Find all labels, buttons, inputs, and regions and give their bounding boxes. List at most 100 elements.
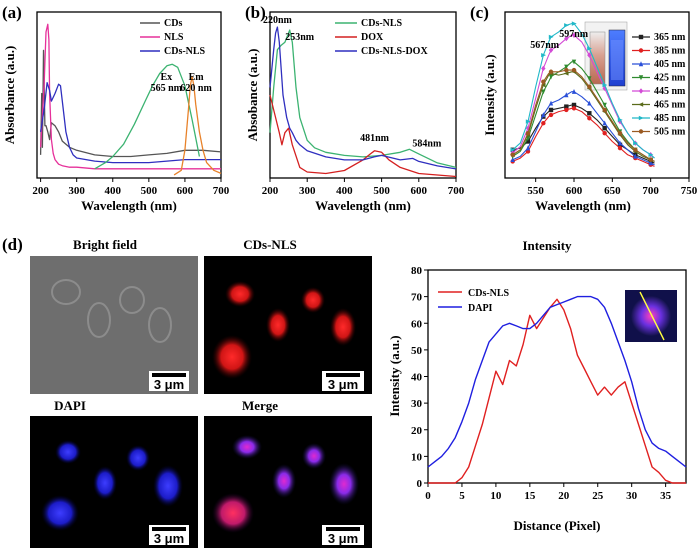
legend-label-dapi: DAPI (468, 303, 493, 314)
data-point-425-nm (548, 74, 554, 80)
data-point-485-nm (633, 140, 639, 146)
data-point-425-nm (587, 76, 592, 82)
x-tick-label-d: 5 (459, 490, 465, 502)
y-axis-label-d: Intensity (a.u.) (387, 335, 402, 416)
scale-bar-label: 3 μm (154, 531, 184, 546)
micrograph-cds-nls: CDs-NLS 3 μm (204, 237, 372, 394)
annotation-em-wavelength: 620 nm (180, 83, 212, 94)
peak-annotation-481: 481nm (360, 133, 390, 144)
legend-label-nls: NLS (164, 32, 184, 43)
data-point-365-nm (571, 102, 577, 108)
data-point-505-nm (571, 67, 577, 73)
data-point-365-nm (564, 104, 569, 109)
scale-bar-label: 3 μm (328, 531, 358, 546)
x-tick-label-b: 200 (262, 185, 279, 197)
micrograph-merge: Merge 3 μm (204, 398, 372, 548)
chart-absorbance-b: Wavelength (nm) Absobance (a.u.) 200 300 4… (245, 11, 465, 213)
data-point-445-nm (587, 52, 592, 58)
data-point-365-nm (587, 111, 592, 116)
data-point-385-nm (548, 112, 554, 118)
x-tick-label-b: 700 (448, 185, 465, 197)
data-point-505-nm (617, 130, 623, 136)
data-point-405-nm (617, 140, 623, 146)
y-tick-label-d: 70 (411, 292, 423, 304)
data-point-445-nm (548, 47, 554, 53)
x-tick-label-c: 550 (527, 185, 544, 197)
data-point-505-nm (587, 84, 592, 89)
data-point-385-nm (525, 149, 531, 154)
data-point-505-nm (602, 107, 607, 113)
data-point-505-nm (633, 147, 638, 152)
chart-emission-c: Wavelength (nm) Intensity (a.u.) 550 600 6… (482, 11, 698, 213)
annotation-em-label: Em (189, 72, 205, 83)
data-point-485-nm (617, 117, 623, 123)
peak-annotation-220: 220nm (263, 15, 293, 26)
x-tick-label-c: 650 (604, 185, 621, 197)
cuvette-photo-inset (584, 21, 628, 91)
data-point-465-nm (563, 71, 569, 76)
y-tick-label-d: 60 (411, 318, 423, 330)
chart-title-d: Intensity (522, 238, 572, 253)
legend-label-cds-nls: CDs-NLS (164, 46, 206, 57)
x-axis-label-d: Distance (Pixel) (513, 518, 600, 533)
annotation-ex-wavelength: 565 nm (151, 83, 183, 94)
data-point-405-nm (510, 157, 515, 162)
peak-annotation-253: 253nm (285, 32, 315, 43)
series-line-465-nm (512, 71, 655, 162)
x-tick-label-a: 300 (68, 185, 85, 197)
scan-line (639, 291, 665, 341)
scale-bar-label: 3 μm (328, 377, 358, 392)
micrograph-bright-field: Bright field 3 μm (30, 237, 198, 394)
data-point-485-nm (541, 52, 547, 58)
legend-label-505-nm: 505 nm (654, 127, 686, 138)
data-point-385-nm (564, 107, 569, 113)
legend-label-cds-nls: CDs-NLS (468, 288, 510, 299)
x-tick-label-b: 300 (299, 185, 316, 197)
data-point-425-nm (541, 89, 546, 95)
panel-label-c: (c) (470, 3, 489, 22)
legend-marker-465-nm (638, 102, 644, 107)
data-point-405-nm (633, 153, 638, 159)
x-tick-label-d: 25 (592, 490, 604, 502)
data-point-425-nm (602, 102, 607, 108)
panel-label-a: (a) (2, 3, 22, 22)
series-line-dox (269, 94, 457, 178)
y-tick-label-d: 80 (411, 265, 423, 277)
micrograph-title-merge: Merge (242, 398, 278, 413)
series-line-405-nm (512, 91, 655, 166)
legend-label-405-nm: 405 nm (654, 59, 686, 70)
data-point-485-nm (564, 23, 570, 28)
y-tick-label-d: 30 (411, 398, 423, 410)
micrograph-title-bright-field: Bright field (73, 237, 138, 252)
data-point-405-nm (541, 112, 546, 118)
y-axis-label-a: Absorbance (a.u.) (2, 46, 17, 145)
legend-label-365-nm: 365 nm (654, 32, 686, 43)
data-point-485-nm (587, 46, 593, 51)
x-tick-label-d: 15 (524, 490, 536, 502)
data-point-445-nm (564, 35, 569, 42)
legend-label-425-nm: 425 nm (654, 73, 686, 84)
x-axis-label-a: Wavelength (nm) (81, 198, 177, 213)
x-tick-label-a: 600 (177, 185, 194, 197)
x-axis-label-c: Wavelength (nm) (535, 198, 631, 213)
data-point-405-nm (587, 100, 592, 106)
data-point-485-nm (548, 34, 554, 40)
data-point-505-nm (564, 67, 569, 73)
data-point-425-nm (571, 59, 577, 65)
series-line-425-nm (512, 61, 655, 162)
series-line-em (173, 75, 222, 176)
legend-label-dox: DOX (361, 32, 384, 43)
panel-label-d: (d) (2, 235, 23, 254)
plot-frame-a (36, 11, 222, 179)
data-point-385-nm (541, 121, 546, 126)
micrograph-title-dapi: DAPI (54, 398, 86, 413)
legend-marker-445-nm (638, 88, 644, 94)
y-tick-label-d: 10 (411, 451, 423, 463)
legend-marker-405-nm (638, 61, 644, 67)
panel-label-b: (b) (245, 3, 266, 22)
y-axis-label-c: Intensity (a.u.) (482, 54, 497, 135)
x-tick-label-d: 10 (490, 490, 502, 502)
peak-annotation-567: 567nm (530, 40, 560, 51)
data-point-365-nm (548, 107, 554, 113)
